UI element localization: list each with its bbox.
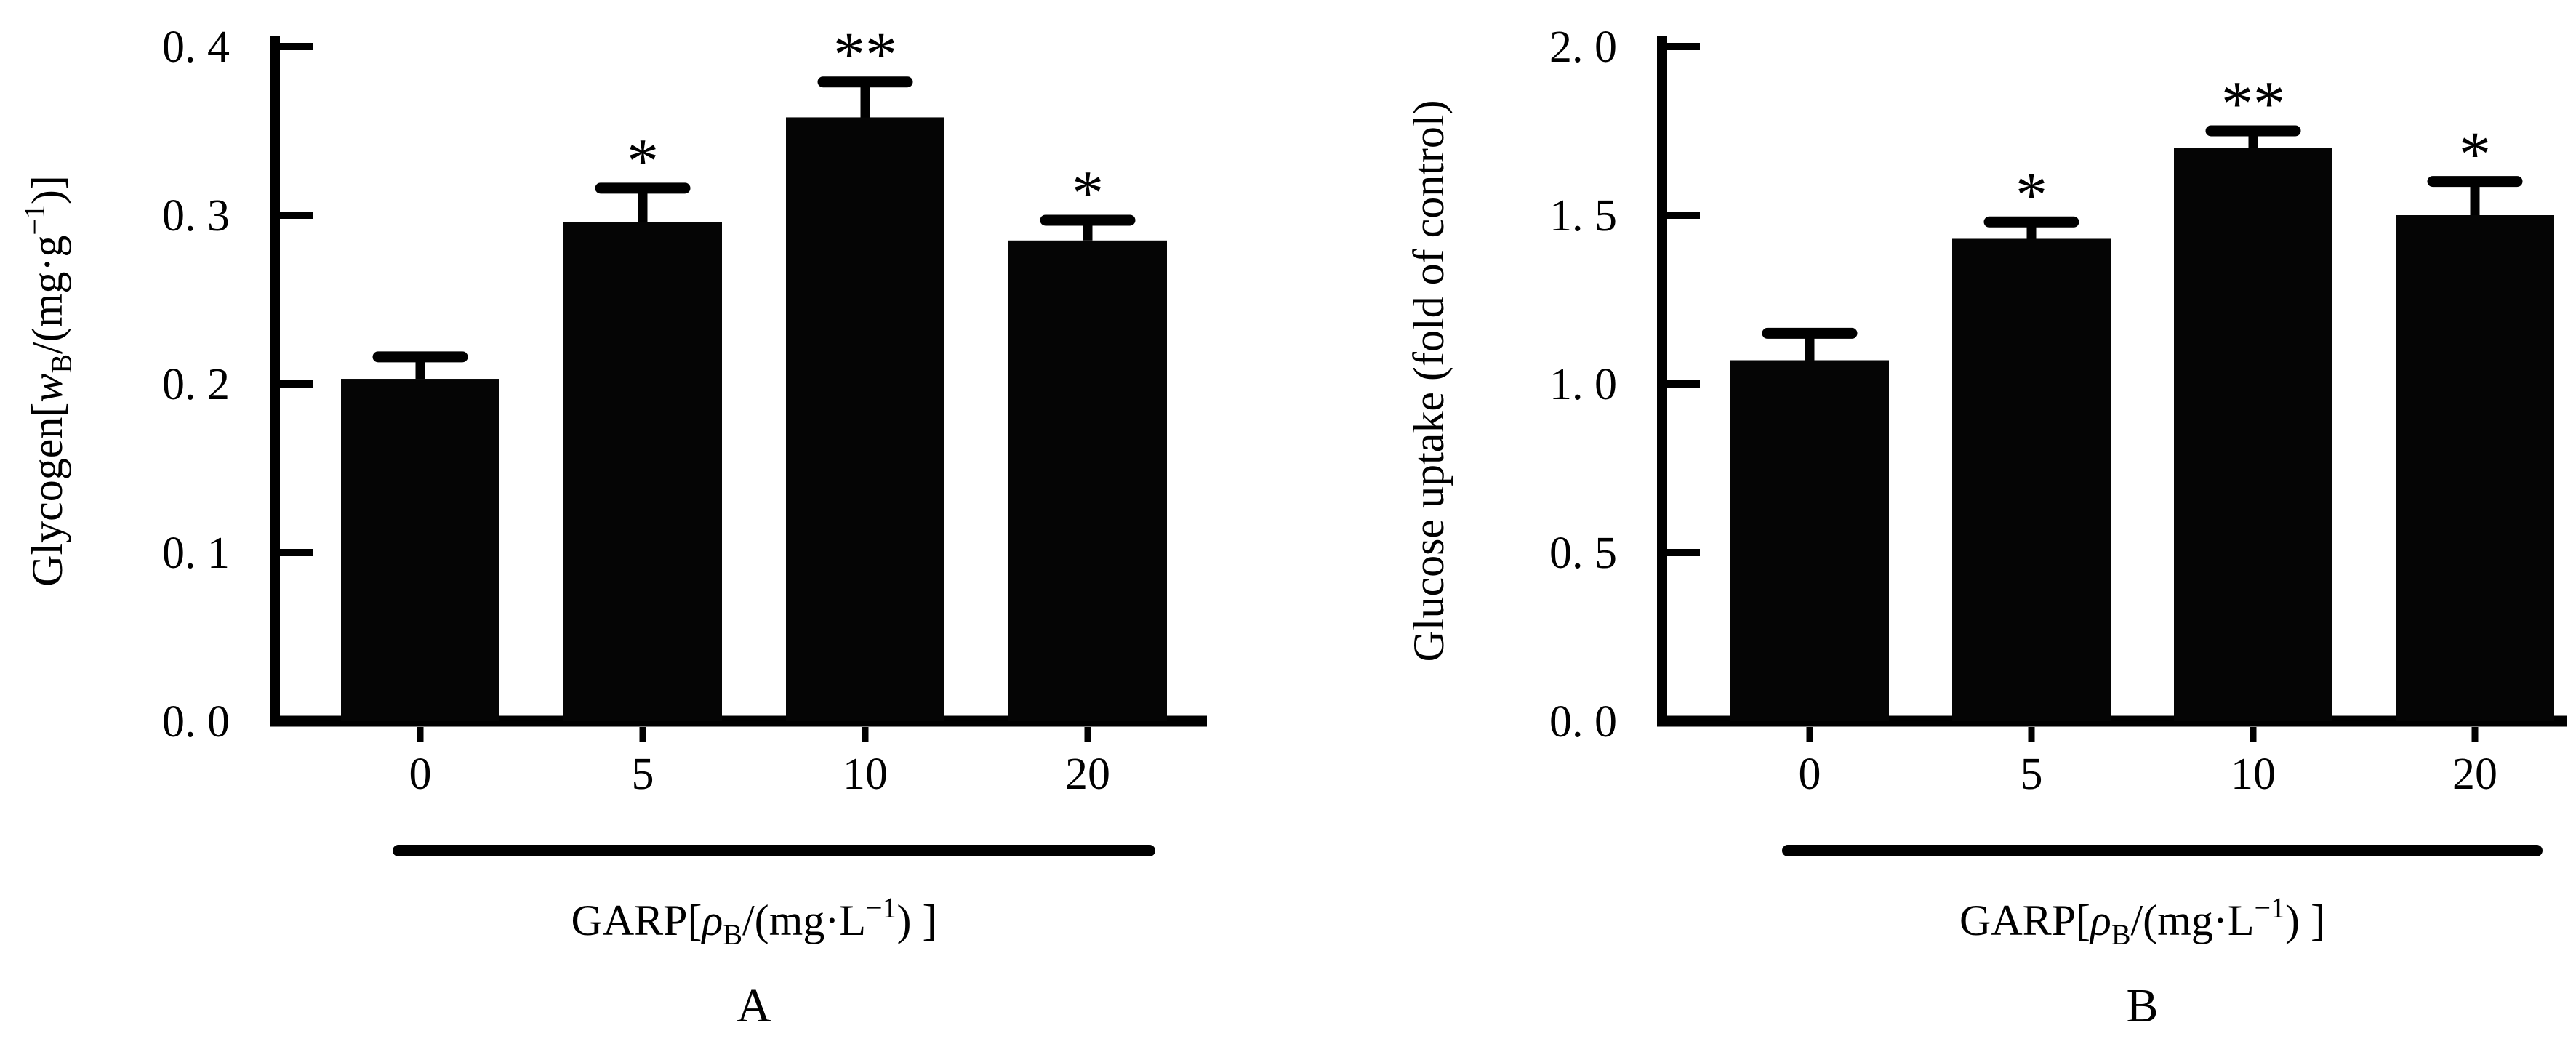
significance-marker: *: [2015, 160, 2047, 230]
significance-marker: *: [2459, 120, 2491, 190]
significance-marker: *: [1072, 158, 1104, 229]
bar: [1008, 240, 1167, 721]
y-axis-title: Glucose uptake (fold of control): [1405, 100, 1453, 662]
bar: [1730, 360, 1889, 721]
bar: [2174, 148, 2332, 721]
x-axis-title: GARP[ρB/(mg·L−1) ]: [571, 891, 936, 951]
x-category-label: 0: [1799, 750, 1821, 799]
panel-letter: B: [2126, 979, 2158, 1032]
bar: [786, 117, 944, 721]
bar: [563, 222, 722, 721]
x-category-label: 0: [409, 750, 432, 799]
significance-marker: **: [833, 20, 897, 91]
y-tick-label: 1. 5: [1549, 191, 1617, 241]
y-tick-label: 0. 5: [1549, 529, 1617, 578]
chart-B: 2. 0 1. 5 1. 0 0. 5 0. 0 0 * 5 ** 10 * 20 GARP[ρB/(m…: [1405, 23, 2567, 1032]
bar: [341, 379, 499, 721]
x-category-label: 20: [2452, 750, 2497, 799]
panel-letter: A: [737, 979, 771, 1032]
x-category-label: 10: [843, 750, 888, 799]
x-category-label: 20: [1065, 750, 1110, 799]
y-tick-label: 2. 0: [1549, 23, 1617, 72]
chart-A: 0. 4 0. 3 0. 2 0. 1 0. 0 0 * 5 ** 10 * 20 GARP[ρB/(m…: [18, 20, 1207, 1032]
y-tick-label: 0. 0: [162, 697, 230, 747]
significance-marker: **: [2221, 69, 2285, 140]
y-tick-label: 0. 0: [1549, 697, 1617, 747]
x-axis-title: GARP[ρB/(mg·L−1) ]: [1959, 891, 2325, 951]
x-category-label: 5: [632, 750, 654, 799]
y-tick-label: 1. 0: [1549, 360, 1617, 409]
significance-marker: *: [627, 127, 659, 197]
y-tick-label: 0. 1: [162, 529, 230, 578]
bar: [1952, 238, 2111, 722]
bar: [2396, 215, 2554, 721]
y-axis-title: Glycogen[wB/(mg·g−1)]: [18, 175, 78, 587]
y-tick-label: 0. 2: [162, 360, 230, 409]
y-tick-label: 0. 3: [162, 191, 230, 241]
x-category-label: 10: [2231, 750, 2276, 799]
x-category-label: 5: [2021, 750, 2043, 799]
y-tick-label: 0. 4: [162, 23, 230, 72]
